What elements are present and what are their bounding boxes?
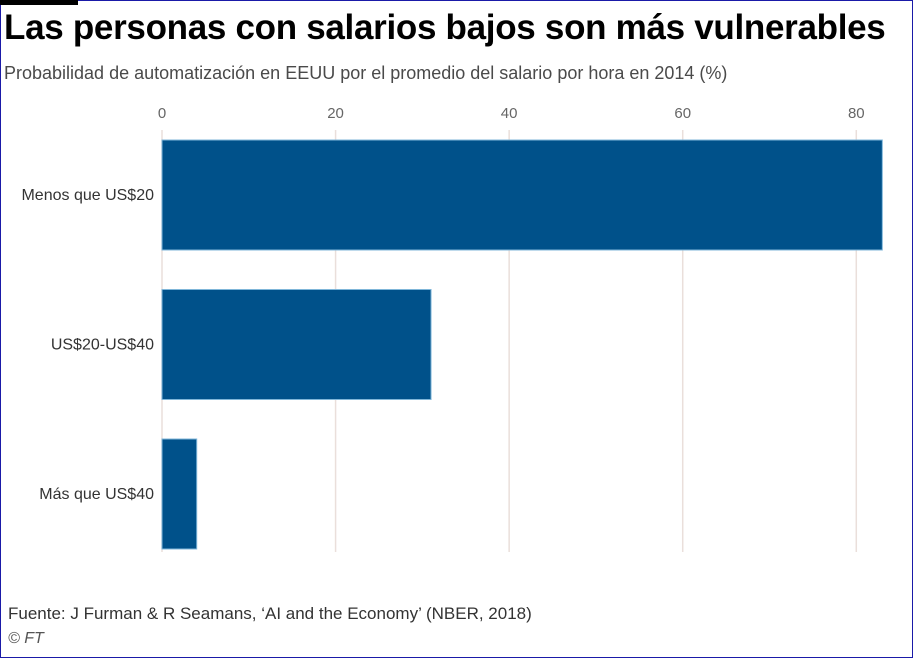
header-rule [0,0,78,5]
x-tick-label: 20 [327,105,344,122]
bar [161,289,432,400]
x-tick-label: 60 [674,105,691,122]
category-label: US$20-US$40 [51,337,154,354]
bar [161,139,883,251]
chart-title: Las personas con salarios bajos son más … [4,8,886,47]
x-tick-label: 80 [848,105,865,122]
source-note: Fuente: J Furman & R Seamans, ‘AI and th… [8,604,532,623]
bar [161,438,198,550]
x-tick-label: 0 [158,105,166,122]
category-label: Menos que US$20 [21,187,154,204]
chart-subtitle: Probabilidad de automatización en EEUU p… [4,63,728,83]
ft-copyright: © FT [8,630,44,647]
category-label: Más que US$40 [39,486,154,503]
x-tick-label: 40 [501,105,518,122]
